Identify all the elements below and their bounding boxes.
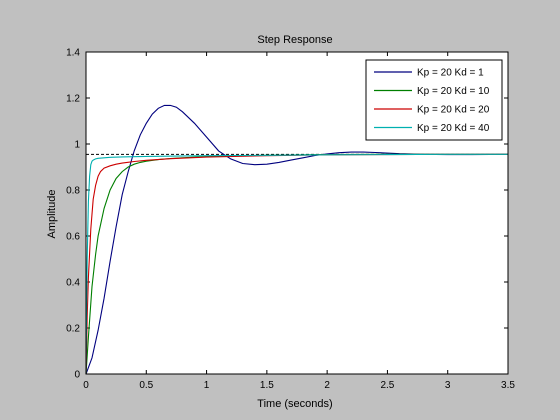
axes-frame bbox=[85, 51, 509, 375]
y-axis-label: Amplitude bbox=[46, 190, 58, 239]
chart-title: Step Response bbox=[257, 34, 332, 46]
y-tick-label: 0.6 bbox=[66, 232, 80, 243]
y-tick-label: 1.2 bbox=[66, 94, 80, 105]
y-tick-labels: 0 0.2 0.4 0.6 0.8 1 1.2 1.4 bbox=[66, 48, 80, 381]
legend-box bbox=[365, 59, 503, 141]
plot-lines bbox=[85, 104, 509, 375]
legend-label-1: Kp = 20 Kd = 1 bbox=[417, 68, 484, 79]
series-line-1 bbox=[85, 104, 509, 375]
y-tick-label: 0.2 bbox=[66, 324, 80, 335]
x-axis-label: Time (seconds) bbox=[257, 398, 332, 410]
x-tick-labels: 0 0.5 1 1.5 2 2.5 3 3.5 bbox=[83, 380, 515, 391]
x-tick-label: 1 bbox=[204, 380, 210, 391]
y-tick-label: 0.8 bbox=[66, 186, 80, 197]
legend-label-4: Kp = 20 Kd = 40 bbox=[417, 123, 490, 134]
x-tick-label: 0.5 bbox=[139, 380, 153, 391]
legend: Kp = 20 Kd = 1 Kp = 20 Kd = 10 Kp = 20 Kd … bbox=[365, 59, 503, 141]
x-tick-label: 2.5 bbox=[380, 380, 394, 391]
x-tick-label: 3.5 bbox=[501, 380, 515, 391]
x-tick-label: 3 bbox=[445, 380, 451, 391]
x-tick-label: 2 bbox=[324, 380, 330, 391]
x-tick-label: 1.5 bbox=[260, 380, 274, 391]
y-tick-label: 1.4 bbox=[66, 48, 80, 59]
legend-label-3: Kp = 20 Kd = 20 bbox=[417, 105, 490, 116]
legend-label-2: Kp = 20 Kd = 10 bbox=[417, 86, 490, 97]
y-tick-label: 0 bbox=[74, 370, 80, 381]
y-tick-label: 0.4 bbox=[66, 278, 80, 289]
y-tick-label: 1 bbox=[74, 140, 80, 151]
series-line-4 bbox=[85, 153, 508, 375]
x-tick-label: 0 bbox=[83, 380, 89, 391]
